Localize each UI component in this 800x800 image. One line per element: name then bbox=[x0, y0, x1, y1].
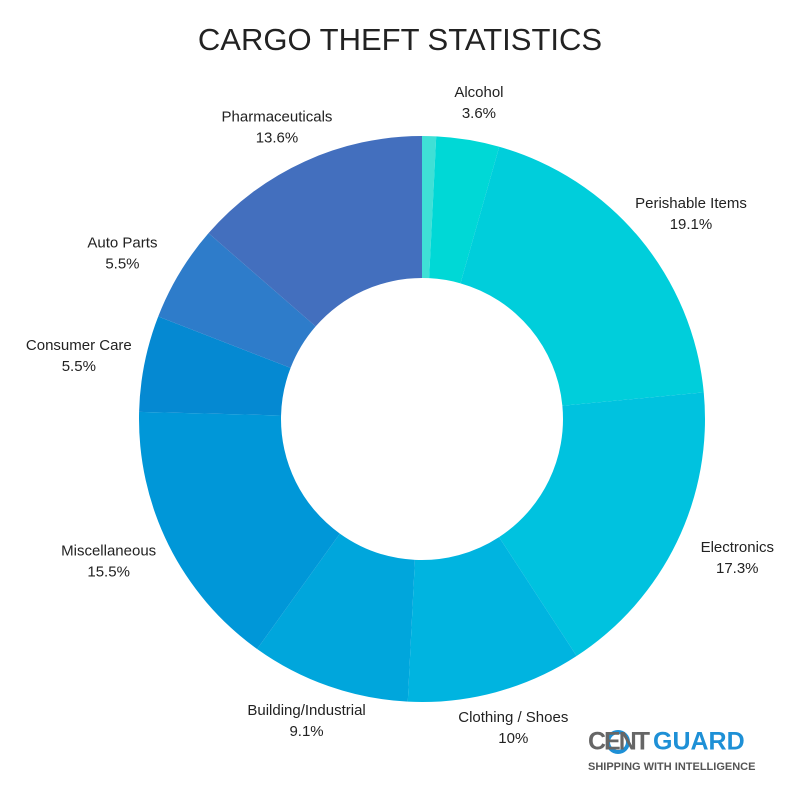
donut-slice bbox=[460, 146, 704, 406]
slice-value-label: 5.5% bbox=[105, 255, 139, 272]
slice-label: Clothing / Shoes bbox=[458, 709, 568, 726]
donut-slice bbox=[158, 233, 316, 368]
slice-label: Miscellaneous bbox=[61, 543, 156, 560]
slice-value-label: 19.1% bbox=[670, 216, 713, 233]
slice-value-label: 10% bbox=[498, 730, 528, 747]
logo-globe bbox=[606, 730, 630, 754]
donut-slice bbox=[138, 411, 340, 649]
donut-slice bbox=[257, 533, 415, 702]
slice-label: Building/Industrial bbox=[247, 702, 365, 719]
chart-title: CARGO THEFT STATISTICS bbox=[198, 22, 602, 57]
donut-slice bbox=[139, 316, 291, 416]
slice-label: Consumer Care bbox=[26, 337, 132, 354]
slice-value-label: 17.3% bbox=[716, 560, 759, 577]
donut-slice bbox=[499, 392, 705, 657]
slice-value-label: 5.5% bbox=[62, 358, 96, 375]
slice-value-label: 15.5% bbox=[87, 564, 130, 581]
logo: CENT GUARD SHIPPING WITH INTELLIGENCE bbox=[588, 728, 755, 773]
slice-value-label: 3.6% bbox=[462, 105, 496, 122]
slice-label: Auto Parts bbox=[87, 234, 157, 251]
slice-label: Perishable Items bbox=[635, 195, 747, 212]
donut-slice bbox=[422, 136, 437, 279]
logo-name-right: GUARD bbox=[653, 728, 745, 756]
slice-value-label: 9.1% bbox=[289, 723, 323, 740]
logo-name-left: CENT bbox=[588, 728, 650, 756]
donut-slice bbox=[407, 537, 577, 702]
logo-tagline: SHIPPING WITH INTELLIGENCE bbox=[588, 761, 755, 773]
slice-label: Alcohol bbox=[454, 84, 503, 101]
donut-slice bbox=[429, 136, 500, 284]
slice-label: Pharmaceuticals bbox=[222, 109, 333, 126]
slice-label: Electronics bbox=[701, 539, 774, 556]
slice-value-label: 13.6% bbox=[256, 130, 299, 147]
donut-slice bbox=[208, 136, 422, 327]
